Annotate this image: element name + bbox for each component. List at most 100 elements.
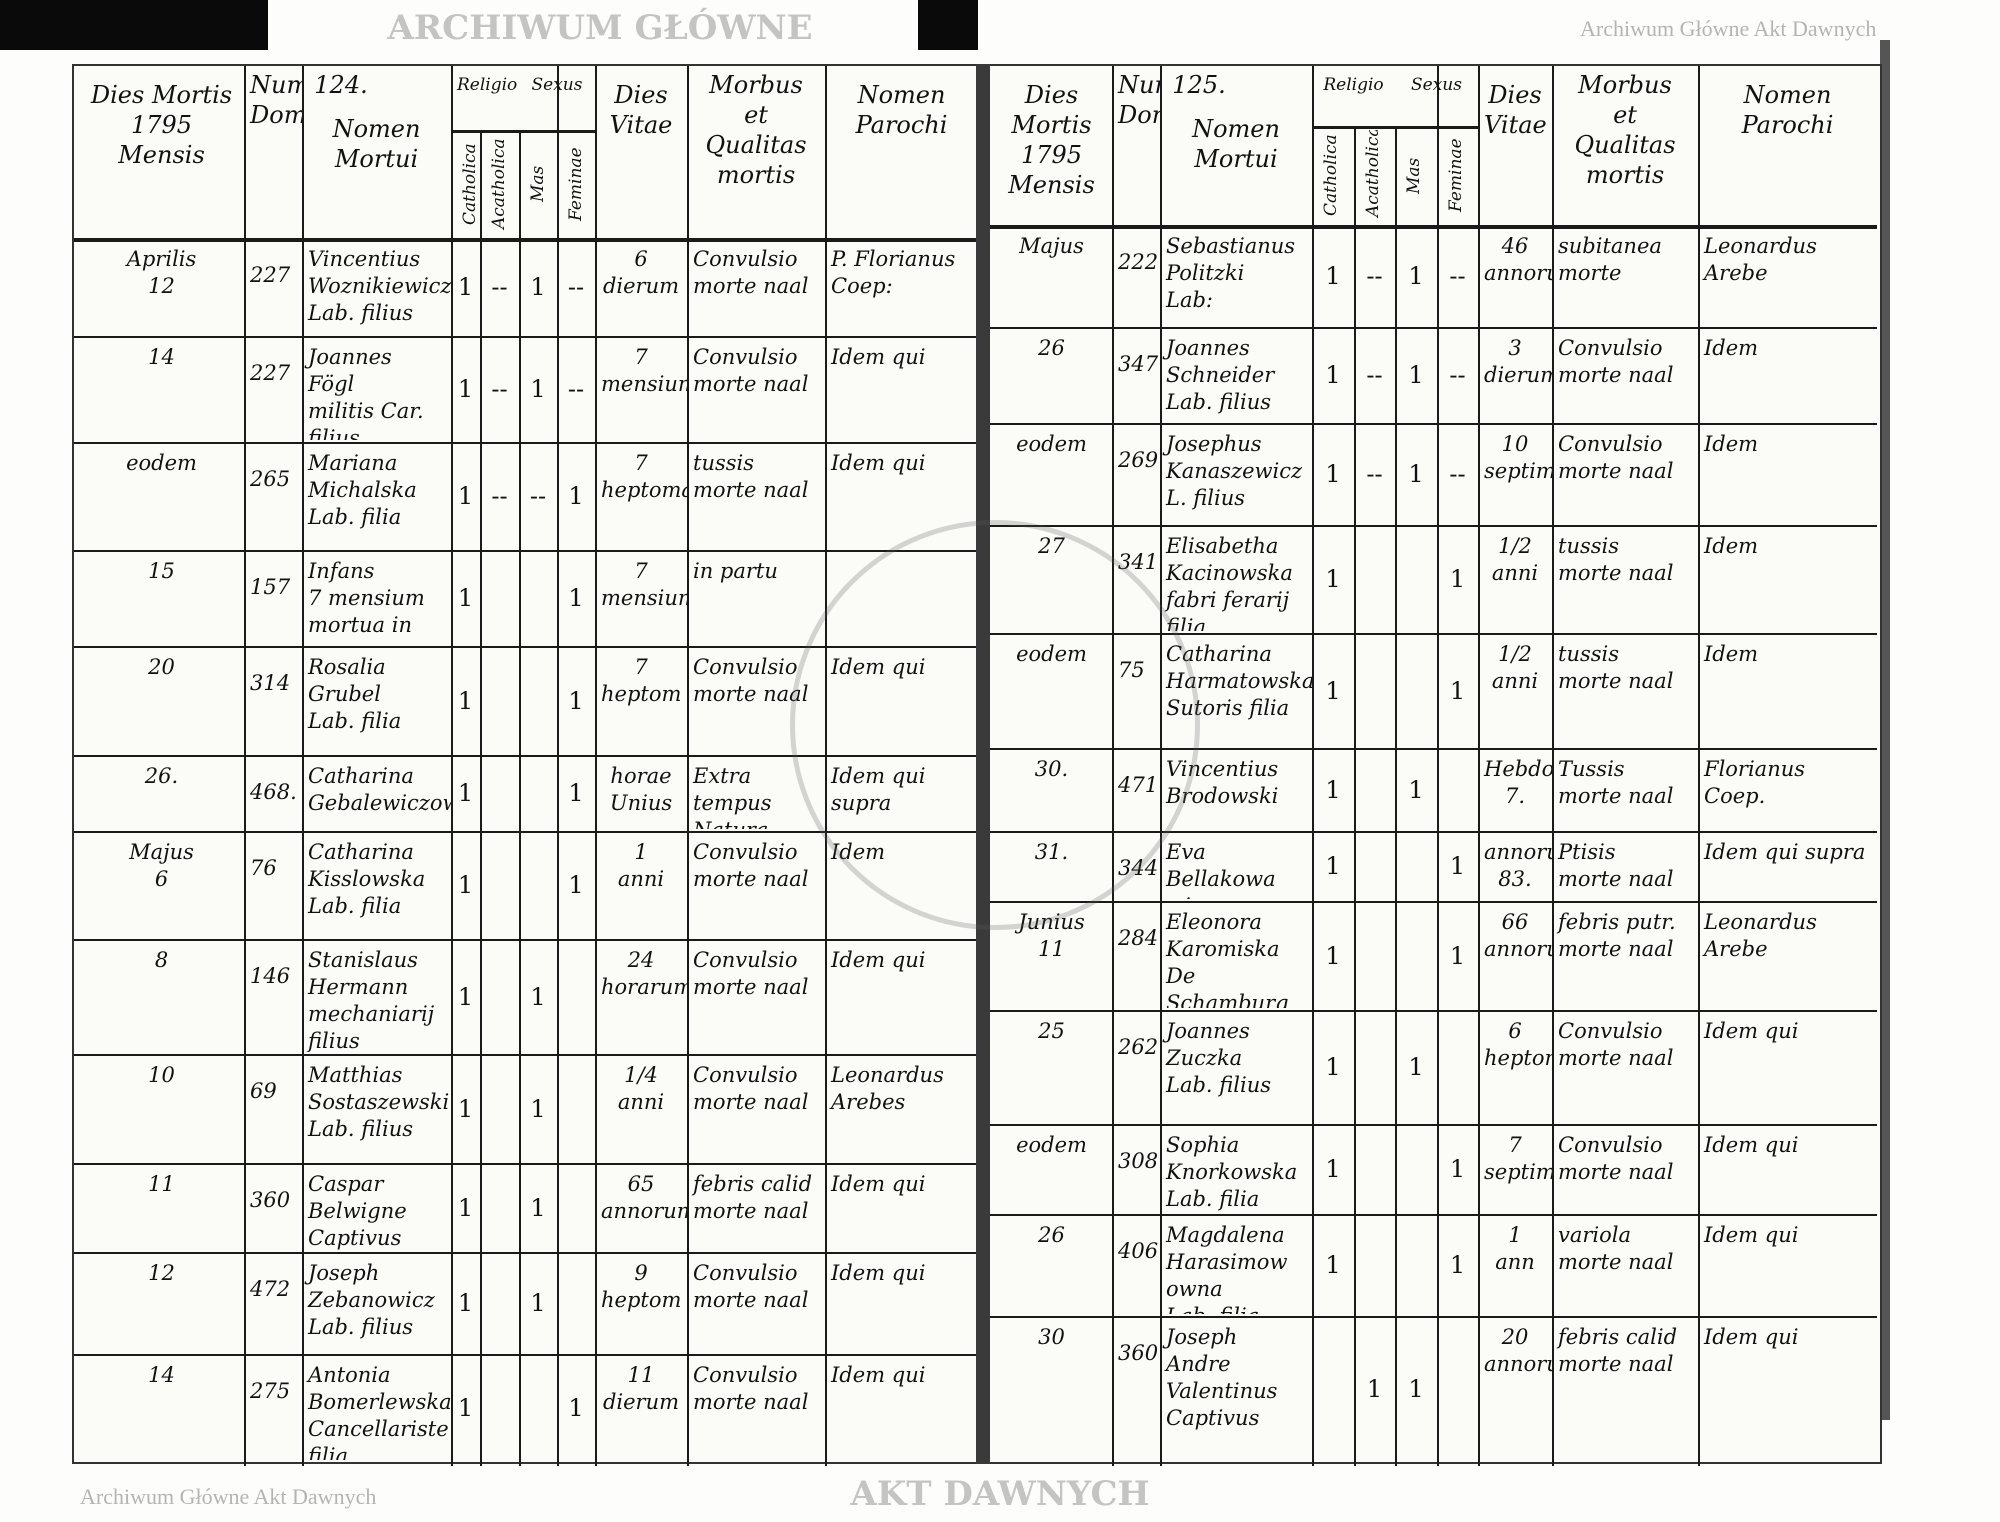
- cell-mark-mas: 1: [1408, 460, 1424, 488]
- column-rule: [1478, 66, 1480, 1466]
- column-rule: [302, 66, 304, 1466]
- cell-mark-catholica: [1312, 1372, 1354, 1408]
- cell-nomen-parochi: P. Florianus Coep:: [831, 247, 956, 298]
- row-rule: [986, 1010, 1877, 1012]
- cell-mark-feminae: 1: [568, 871, 584, 899]
- table-row: 14 275 Antonia Bomerlewska Cancellariste f…: [74, 1358, 978, 1460]
- cell-mark-catholica: 1: [1325, 676, 1341, 705]
- cell-mark-feminae: 1: [568, 1394, 584, 1422]
- cell-dies-vitae: 7 mensium: [601, 559, 687, 610]
- cell-dies-mortis: 12: [148, 1261, 175, 1285]
- table-row: eodem 269 Josephus Kanaszewicz L. filius 1-…: [986, 427, 1877, 523]
- column-rule: [1160, 66, 1162, 1466]
- cell-dies-vitae: 9 heptom: [601, 1261, 682, 1312]
- cell-domus: 472: [250, 1277, 291, 1301]
- cell-mark-feminae: [1437, 773, 1478, 809]
- cell-nomen-parochi: Idem qui: [831, 451, 926, 475]
- cell-nomen-mortui: Infans 7 mensium mortua in partu: [308, 559, 425, 644]
- cell-morbus: Convulsio morte naal: [1558, 1133, 1674, 1184]
- table-row: eodem 75 Catharina Harmatowska Sutoris fil…: [986, 637, 1877, 746]
- cell-mark-feminae: --: [1449, 361, 1466, 389]
- cell-dies-vitae: 1/2 anni: [1491, 642, 1539, 693]
- table-row: 27 341 Elisabetha Kacinowska fabri ferarij…: [986, 529, 1877, 631]
- cell-nomen-mortui: Joannes Schneider Lab. filius: [1166, 336, 1275, 414]
- cell-morbus: tussis morte naal: [1558, 534, 1674, 585]
- cell-nomen-parochi: Idem qui: [831, 655, 926, 679]
- cell-nomen-parochi: Florianus Coep.: [1704, 757, 1806, 808]
- cell-morbus: Convulsio morte naal: [693, 1363, 809, 1414]
- cell-dies-vitae: 6 dierum: [602, 247, 680, 298]
- cell-nomen-parochi: Idem qui supra: [1704, 840, 1866, 864]
- cell-mark-catholica: 1: [1325, 460, 1341, 488]
- cell-mark-acatholica: [480, 868, 519, 904]
- header-sexus: Sexus: [1411, 75, 1462, 95]
- cell-mark-catholica: 1: [457, 375, 474, 403]
- cell-mark-acatholica: [1354, 773, 1395, 809]
- cell-nomen-mortui: Joseph Andre Valentinus Captivus: [1166, 1325, 1278, 1430]
- cell-nomen-mortui: Caspar Belwigne Captivus: [308, 1172, 407, 1250]
- cell-morbus: Convulsio morte naal: [1558, 336, 1674, 387]
- column-rule: [825, 66, 827, 1466]
- cell-dies-vitae: 10 septim:: [1484, 432, 1552, 483]
- cell-domus: 341: [1118, 550, 1159, 574]
- cell-mark-mas: 1: [530, 1094, 546, 1123]
- cell-mark-catholica: 1: [1325, 361, 1341, 389]
- cell-dies-mortis: 20: [148, 655, 175, 679]
- header-feminae: Feminae: [1446, 138, 1466, 213]
- row-rule: [986, 748, 1877, 750]
- cell-dies-vitae: 66 annorum: [1484, 910, 1552, 961]
- header-dies-vitae: Dies Vitae: [1484, 81, 1547, 139]
- cell-mark-mas: [519, 868, 557, 904]
- cell-dies-mortis: 31.: [1034, 840, 1069, 864]
- cell-dies-mortis: eodem: [1016, 1133, 1087, 1157]
- cell-mark-mas: 1: [1408, 775, 1424, 804]
- cell-mark-feminae: [1437, 1050, 1478, 1086]
- cell-morbus: Convulsio morte naal: [693, 840, 809, 891]
- header-nomen-parochi: Nomen Parochi: [855, 81, 948, 139]
- cell-nomen-parochi: Idem qui: [831, 1363, 926, 1387]
- cell-dies-mortis: 15: [148, 559, 175, 583]
- header-morbus: Morbus et Qualitas mortis: [1574, 71, 1676, 189]
- header-dies-vitae: Dies Vitae: [609, 81, 673, 139]
- cell-morbus: tussis morte naal: [693, 451, 809, 502]
- column-rule: [687, 66, 689, 1466]
- cell-mark-mas: [1395, 1248, 1437, 1284]
- column-rule: [1395, 126, 1397, 1466]
- cell-dies-mortis: 11: [148, 1172, 175, 1196]
- header-catholica: Catholica: [460, 143, 480, 225]
- cell-nomen-parochi: Idem: [1704, 642, 1759, 666]
- cell-mark-feminae: 1: [568, 779, 584, 807]
- cell-mark-mas: 1: [530, 375, 546, 403]
- cell-mark-mas: [519, 581, 557, 617]
- cell-domus: 314: [250, 671, 291, 695]
- cell-domus: 75: [1118, 658, 1145, 682]
- cell-mark-acatholica: --: [491, 375, 508, 403]
- header-nomen-parochi: Nomen Parochi: [1741, 81, 1834, 139]
- cell-nomen-mortui: Matthias Sostaszewski Lab. filius: [308, 1063, 450, 1141]
- cell-domus: 468.: [250, 780, 297, 804]
- cell-mark-acatholica: [1354, 1152, 1395, 1188]
- cell-mark-catholica: 1: [457, 982, 474, 1011]
- cell-mark-catholica: 1: [1325, 852, 1341, 880]
- cell-mark-acatholica: [1354, 1248, 1395, 1284]
- cell-mark-acatholica: [1354, 849, 1395, 885]
- cell-mark-acatholica: [1354, 674, 1395, 710]
- cell-nomen-mortui: Magdalena Harasimow owna Lab. filia: [1166, 1223, 1288, 1314]
- cell-mark-acatholica: --: [491, 482, 508, 510]
- scan-edge-top-left: [0, 0, 268, 50]
- column-rule: [1112, 66, 1114, 1466]
- cell-dies-mortis: 30.: [1034, 757, 1069, 781]
- row-rule: [74, 550, 978, 552]
- cell-mark-feminae: 1: [1449, 565, 1466, 593]
- cell-mark-feminae: 1: [1449, 941, 1466, 970]
- cell-mark-mas: 1: [530, 273, 546, 301]
- header-religio: Religio: [1323, 75, 1384, 95]
- cell-domus: 344.: [1118, 856, 1160, 880]
- header-nomen-mortui: Nomen Mortui: [332, 115, 421, 173]
- cell-mark-feminae: 1: [1449, 676, 1466, 705]
- cell-mark-acatholica: --: [1366, 361, 1383, 389]
- cell-nomen-mortui: Josephus Kanaszewicz L. filius: [1166, 432, 1303, 510]
- cell-mark-acatholica: [1354, 939, 1395, 975]
- cell-dies-mortis: 14: [148, 1363, 175, 1387]
